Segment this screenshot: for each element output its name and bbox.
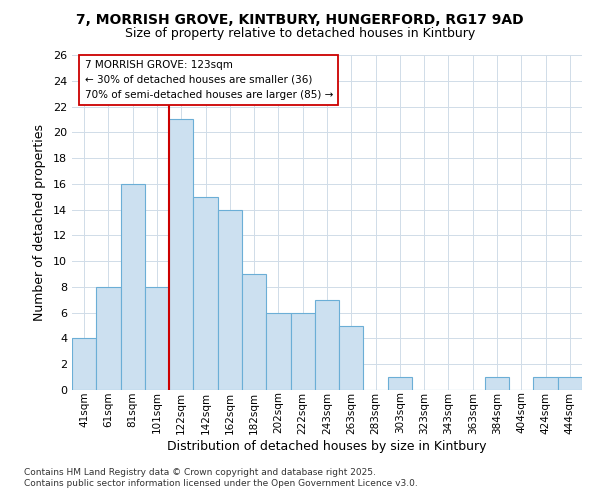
- Bar: [485, 377, 509, 390]
- Text: 7, MORRISH GROVE, KINTBURY, HUNGERFORD, RG17 9AD: 7, MORRISH GROVE, KINTBURY, HUNGERFORD, …: [76, 12, 524, 26]
- Bar: [218, 210, 242, 390]
- Bar: [145, 287, 169, 390]
- Bar: [339, 326, 364, 390]
- Text: 7 MORRISH GROVE: 123sqm
← 30% of detached houses are smaller (36)
70% of semi-de: 7 MORRISH GROVE: 123sqm ← 30% of detache…: [85, 60, 333, 100]
- Bar: [96, 287, 121, 390]
- Bar: [558, 377, 582, 390]
- Bar: [169, 120, 193, 390]
- Bar: [266, 312, 290, 390]
- X-axis label: Distribution of detached houses by size in Kintbury: Distribution of detached houses by size …: [167, 440, 487, 454]
- Bar: [121, 184, 145, 390]
- Y-axis label: Number of detached properties: Number of detached properties: [33, 124, 46, 321]
- Bar: [388, 377, 412, 390]
- Bar: [315, 300, 339, 390]
- Bar: [290, 312, 315, 390]
- Bar: [72, 338, 96, 390]
- Text: Size of property relative to detached houses in Kintbury: Size of property relative to detached ho…: [125, 28, 475, 40]
- Bar: [533, 377, 558, 390]
- Text: Contains HM Land Registry data © Crown copyright and database right 2025.
Contai: Contains HM Land Registry data © Crown c…: [24, 468, 418, 487]
- Bar: [193, 196, 218, 390]
- Bar: [242, 274, 266, 390]
